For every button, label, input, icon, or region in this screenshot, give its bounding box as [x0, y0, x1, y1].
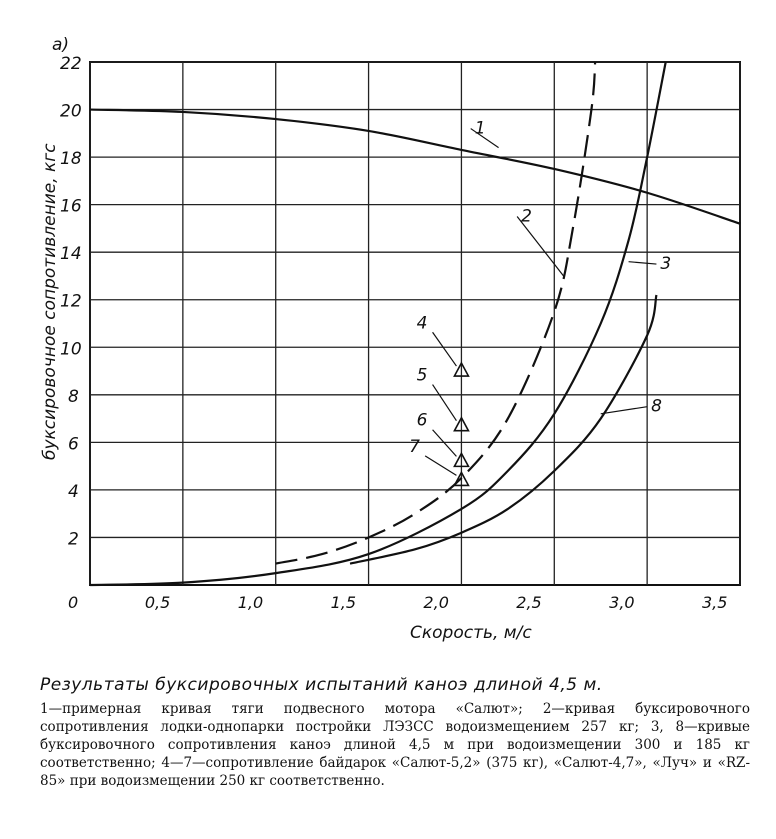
x-tick-label: 2,5 [516, 593, 541, 612]
series-3-line [89, 61, 667, 587]
point-4-label: 4 [417, 313, 428, 333]
series-3-leader [628, 261, 657, 265]
series-2-label: 2 [521, 207, 532, 227]
y-tick-label: 4 [68, 482, 79, 502]
point-6-leader [432, 429, 457, 457]
x-tick-label: 3,5 [702, 593, 727, 612]
point-7-marker [453, 470, 470, 487]
x-tick-label: 0,5 [145, 593, 170, 612]
point-5-marker [453, 416, 470, 432]
x-tick-label: 1,5 [331, 593, 356, 612]
series-8-label: 8 [651, 397, 662, 417]
y-tick-label: 14 [60, 244, 82, 264]
point-4-marker [453, 361, 470, 377]
y-tick-label: 6 [68, 434, 79, 454]
series-2-leader [516, 216, 565, 277]
x-tick-label: 3,0 [609, 593, 634, 612]
series-2-line [275, 61, 597, 565]
y-tick-label: 20 [60, 102, 82, 122]
series-1-label: 1 [475, 119, 486, 139]
point-5-leader [432, 384, 457, 422]
y-tick-label: 12 [60, 292, 82, 312]
caption-title: Результаты буксировочных испытаний каноэ… [40, 675, 603, 695]
x-tick-label: 0 [68, 593, 78, 612]
y-tick-label: 16 [60, 197, 82, 217]
x-tick-label: 1,0 [238, 593, 263, 612]
series-8-leader [600, 406, 648, 415]
series-3-label: 3 [660, 254, 671, 274]
point-4-leader [432, 331, 457, 367]
y-tick-label: 2 [68, 529, 79, 549]
series-1-line [89, 108, 741, 225]
point-7-leader [424, 455, 457, 476]
figure-caption: Результаты буксировочных испытаний каноэ… [40, 676, 750, 790]
point-7-label: 7 [409, 437, 420, 457]
x-axis-label: Скорость, м/с [410, 623, 532, 643]
y-tick-label: 8 [68, 387, 79, 407]
y-tick-label: 18 [60, 149, 82, 169]
point-6-marker [453, 451, 470, 468]
series-8-line [349, 294, 658, 565]
y-axis-label: буксировочное сопротивление, кгс [40, 143, 60, 460]
panel-label: а) [52, 35, 69, 55]
series-1-leader [470, 128, 499, 149]
x-tick-label: 2,0 [423, 593, 448, 612]
point-6-label: 6 [417, 411, 428, 431]
y-tick-label: 10 [60, 339, 82, 359]
y-tick-label: 22 [60, 54, 82, 74]
caption-body: 1—примерная кривая тяги подвесного мотор… [40, 701, 750, 789]
chart: а) 0 0,5 1,0 1,5 2,0 2,5 3,0 3,5246810121416182… [40, 35, 741, 643]
point-5-label: 5 [417, 366, 428, 386]
